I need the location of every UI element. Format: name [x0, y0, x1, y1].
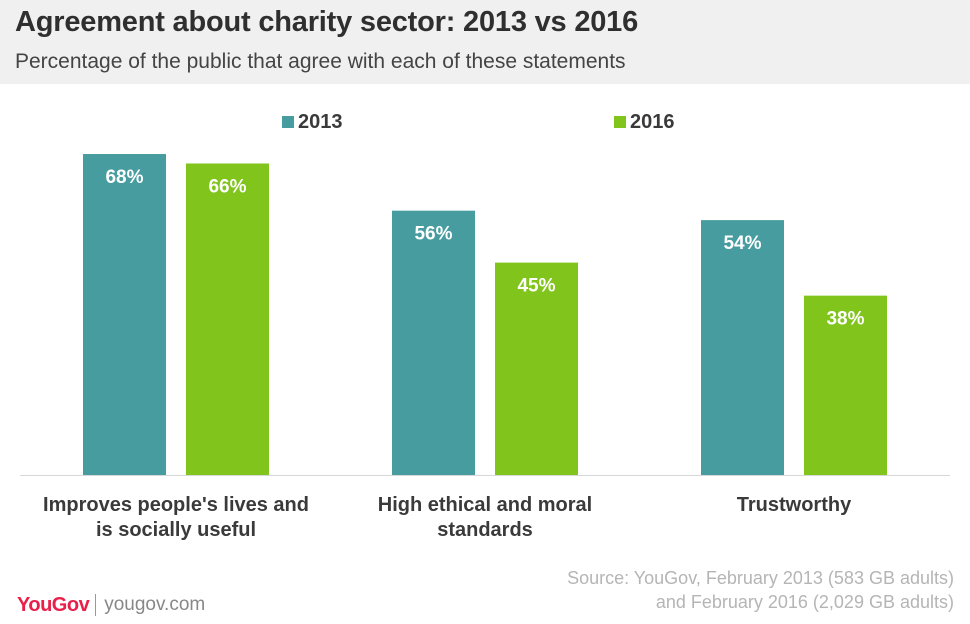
site-link[interactable]: yougov.com	[104, 594, 206, 615]
category-label-0-line0: Improves people's lives and	[43, 494, 309, 516]
bar-2013-cat0	[83, 154, 166, 475]
data-label-2013-cat2: 54%	[723, 233, 761, 254]
category-label-1-line1: standards	[437, 519, 533, 541]
data-label-2016-cat2: 38%	[826, 309, 864, 330]
chart-subtitle: Percentage of the public that agree with…	[15, 50, 626, 73]
data-label-2013-cat0: 68%	[105, 167, 143, 188]
brand-footer: YouGov yougov.com	[17, 592, 205, 618]
category-label-0-line1: is socially useful	[96, 519, 256, 541]
bar-chart: 2013 2016 68% 66% Improves people's lives an…	[20, 111, 950, 541]
category-label-2-line0: Trustworthy	[737, 494, 852, 516]
legend-swatch-2016	[614, 116, 626, 128]
yougov-logo: YouGov	[17, 593, 90, 616]
category-label-1-line0: High ethical and moral	[378, 494, 592, 516]
source-line-2: and February 2016 (2,029 GB adults)	[655, 592, 954, 612]
data-label-2016-cat0: 66%	[208, 176, 246, 197]
source-line-1: Source: YouGov, February 2013 (583 GB ad…	[567, 568, 954, 588]
bar-2013-cat1	[392, 210, 475, 475]
legend-label-2013: 2013	[298, 111, 343, 133]
source-note: Source: YouGov, February 2013 (583 GB ad…	[567, 566, 954, 614]
bar-2016-cat0	[186, 163, 269, 475]
legend-label-2016: 2016	[630, 111, 675, 133]
chart-title: Agreement about charity sector: 2013 vs …	[15, 6, 639, 38]
header: Agreement about charity sector: 2013 vs …	[0, 0, 970, 84]
bar-2013-cat2	[701, 220, 784, 475]
bar-2016-cat1	[495, 262, 578, 475]
legend-swatch-2013	[282, 116, 294, 128]
data-label-2013-cat1: 56%	[414, 224, 452, 245]
data-label-2016-cat1: 45%	[517, 276, 555, 297]
brand-divider	[95, 594, 97, 616]
bar-2016-cat2	[804, 295, 887, 475]
